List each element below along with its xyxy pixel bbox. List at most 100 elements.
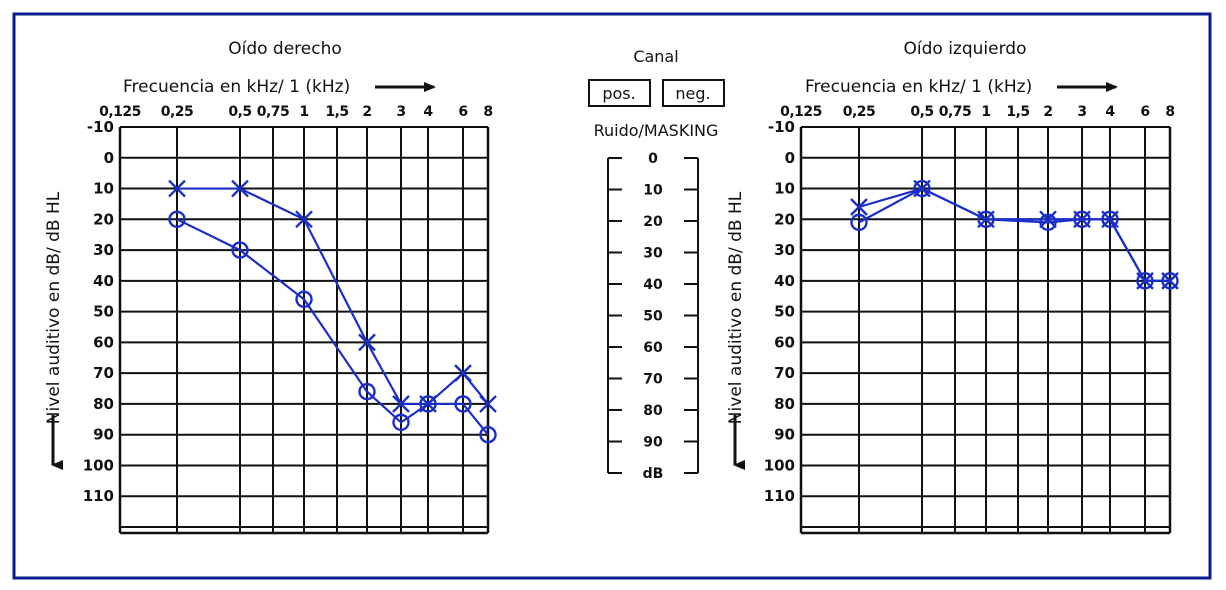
x-tick-label: 0,75 <box>257 104 290 120</box>
y-tick-label: 80 <box>774 395 795 413</box>
point-o <box>913 179 931 198</box>
y-tick-label: 0 <box>785 149 795 167</box>
masking-scale-label: dB <box>643 466 664 482</box>
masking-panel: Canal pos. neg. Ruido/MASKING 0 10 20 30 40 5… <box>588 47 725 482</box>
masking-scale-label: 70 <box>643 372 663 388</box>
outer-border <box>12 12 1212 580</box>
point-o <box>358 382 376 401</box>
point-x <box>454 364 472 383</box>
point-o <box>295 290 313 309</box>
masking-scale-label: 60 <box>643 340 663 356</box>
x-axis-label-right: Frecuencia en kHz/ 1 (kHz) <box>123 77 350 97</box>
series-line-air-o <box>176 218 489 436</box>
y-tick-label: 100 <box>83 456 114 474</box>
x-tick-label: 8 <box>483 104 492 120</box>
x-tick-label: 2 <box>362 104 371 120</box>
series-line-air-o <box>858 187 1170 282</box>
x-tick-labels-left: 0,125 0,25 0,5 0,75 1 1,5 2 3 4 6 8 <box>780 104 1175 120</box>
chart-right-ear: Oído derecho Frecuencia en kHz/ 1 (kHz) … <box>44 39 497 535</box>
pos-button[interactable]: pos. <box>588 79 651 107</box>
y-axis-label-right: Nivel auditivo en dB/ dB HL <box>44 191 64 470</box>
x-tick-label: 0,25 <box>843 104 876 120</box>
series-line-air-x <box>858 187 1170 282</box>
x-tick-label: 0,5 <box>228 104 251 120</box>
masking-scale-label: 50 <box>643 309 663 325</box>
point-o <box>1039 213 1057 232</box>
x-tick-label: 3 <box>396 104 405 120</box>
y-tick-label: -10 <box>768 118 795 136</box>
chart-title-right: Oído derecho <box>228 39 342 59</box>
plot-series-left <box>850 179 1179 290</box>
y-tick-label: 110 <box>83 487 114 505</box>
y-tick-label: 10 <box>774 180 795 198</box>
point-o <box>168 210 186 229</box>
masking-label: Ruido/MASKING <box>594 121 719 140</box>
x-tick-label: 0,5 <box>910 104 933 120</box>
chart-left-ear: Oído izquierdo Frecuencia en kHz/ 1 (kHz… <box>726 39 1179 535</box>
point-x <box>358 333 376 352</box>
canal-label: Canal <box>633 47 678 66</box>
point-o <box>479 425 497 444</box>
y-tick-label: 50 <box>774 303 795 321</box>
y-tick-label: -10 <box>87 118 114 136</box>
point-o <box>392 413 410 432</box>
x-tick-label: 0,125 <box>99 104 141 120</box>
neg-button-label: neg. <box>675 84 710 103</box>
x-tick-label: 4 <box>423 104 433 120</box>
x-tick-label: 8 <box>1165 104 1174 120</box>
x-tick-label: 1 <box>299 104 308 120</box>
x-tick-label: 0,75 <box>939 104 972 120</box>
y-tick-label: 90 <box>93 426 114 444</box>
point-x <box>1039 210 1057 229</box>
series-line-air-x <box>177 187 489 406</box>
y-tick-label: 70 <box>774 364 795 382</box>
svg-text:Nivel auditivo en dB/ dB HL: Nivel auditivo en dB/ dB HL <box>726 191 746 424</box>
masking-scale-label: 0 <box>648 151 658 167</box>
x-tick-label: 1,5 <box>1006 104 1029 120</box>
x-tick-label: 1,5 <box>325 104 348 120</box>
point-o <box>1101 210 1119 229</box>
y-tick-label: 60 <box>93 333 114 351</box>
point-o <box>419 395 437 413</box>
plot-grid-right <box>118 126 490 535</box>
point-o <box>977 210 995 229</box>
x-tick-label: 3 <box>1077 104 1086 120</box>
chart-title-left: Oído izquierdo <box>904 39 1027 59</box>
neg-button[interactable]: neg. <box>662 79 725 107</box>
y-tick-label: 60 <box>774 333 795 351</box>
y-tick-label: 10 <box>93 180 114 198</box>
x-tick-label: 6 <box>458 104 467 120</box>
pos-button-label: pos. <box>602 84 635 103</box>
y-axis-label-left: Nivel auditivo en dB/ dB HL <box>726 191 746 470</box>
plot-series-right <box>168 179 497 444</box>
masking-scale: 0 10 20 30 40 50 60 70 80 90 dB <box>608 151 698 482</box>
y-tick-label: 30 <box>774 241 795 259</box>
y-tick-label: 100 <box>764 456 795 474</box>
y-tick-label: 0 <box>104 149 114 167</box>
masking-scale-label: 90 <box>643 435 663 451</box>
x-tick-labels-right: 0,125 0,25 0,5 0,75 1 1,5 2 3 4 6 8 <box>99 104 493 120</box>
x-axis-label-left: Frecuencia en kHz/ 1 (kHz) <box>805 77 1032 97</box>
masking-scale-label: 20 <box>643 214 663 230</box>
point-x <box>392 395 410 413</box>
point-o <box>231 241 249 259</box>
point-x <box>168 179 186 198</box>
y-tick-label: 40 <box>774 272 795 290</box>
point-o <box>1136 272 1154 290</box>
point-x <box>231 179 249 198</box>
point-o <box>1161 272 1179 290</box>
masking-scale-label: 30 <box>643 246 663 262</box>
x-tick-label: 4 <box>1105 104 1115 120</box>
point-x <box>850 198 868 216</box>
y-tick-label: 50 <box>93 303 114 321</box>
y-tick-label: 90 <box>774 426 795 444</box>
point-x <box>479 395 497 413</box>
y-tick-label: 20 <box>774 210 795 228</box>
y-tick-label: 80 <box>93 395 114 413</box>
y-tick-label: 40 <box>93 272 114 290</box>
point-o <box>850 213 868 232</box>
point-x <box>295 210 313 229</box>
x-tick-label: 1 <box>981 104 990 120</box>
y-tick-label: 20 <box>93 210 114 228</box>
